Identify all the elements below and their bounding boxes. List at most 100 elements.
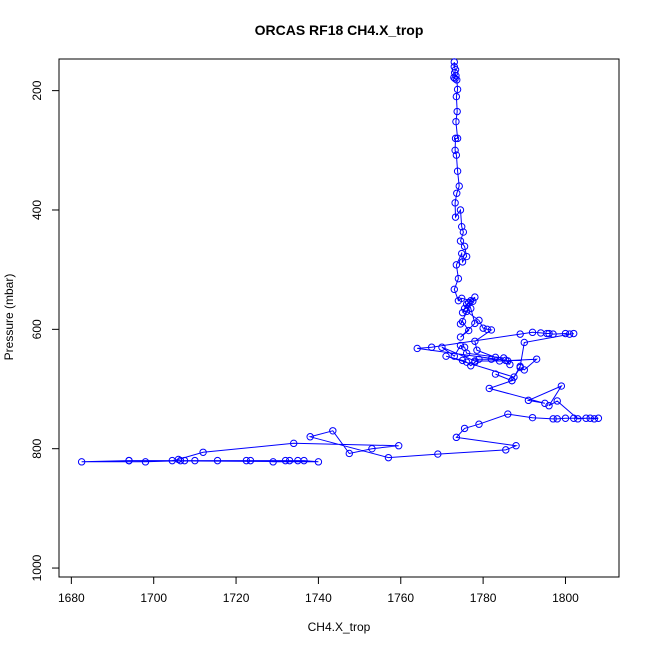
data-point [281,456,290,465]
data-point [574,415,582,423]
data-point [450,352,458,360]
data-point [453,134,462,143]
data-point [545,402,553,410]
data-point [345,449,353,458]
data-point [487,355,496,363]
data-point [512,442,520,450]
data-point [465,326,473,335]
data-point [473,346,481,354]
data-point [475,420,483,428]
data-point [452,433,461,442]
data-point [459,228,468,236]
data-point [458,258,467,266]
data-point [458,294,466,303]
data-point [451,134,460,143]
data-point [485,384,493,393]
y-tick-label: 200 [30,80,44,100]
data-point [561,329,570,338]
y-axis: 200 400 600 800 1000 [30,80,59,581]
data-point [524,396,533,405]
data-point [168,456,176,465]
data-point [269,458,277,466]
data-point [451,146,459,155]
data-point [465,298,473,307]
x-tick-label: 1760 [387,591,414,605]
data-point [570,329,578,338]
data-point [487,326,496,334]
data-point [520,338,528,347]
series-layer [77,58,603,466]
data-point [460,424,469,433]
data-point [285,456,294,465]
y-tick-label: 400 [30,200,44,220]
x-tick-label: 1680 [58,591,85,605]
data-point [594,414,603,422]
data-point [570,414,578,422]
data-point [586,414,594,422]
data-point [553,397,561,405]
y-tick-label: 600 [30,319,44,339]
data-point [475,355,483,363]
data-point [516,330,524,338]
data-point [456,206,465,214]
data-point [565,330,574,338]
data-point [458,356,467,365]
data-point [557,382,566,390]
data-point [532,355,541,363]
data-point [395,442,403,450]
data-point [520,366,528,374]
data-point [456,320,465,328]
data-point [191,456,199,465]
data-point [582,414,590,422]
data-point [199,448,207,456]
data-point [454,274,463,283]
y-tick-label: 1000 [30,554,44,581]
data-point [479,324,487,332]
data-point [141,458,150,466]
data-point [458,249,466,258]
data-point [213,456,222,465]
data-point [329,427,337,435]
data-point [545,329,553,338]
data-point [506,360,514,369]
data-point [453,76,461,84]
data-point [246,456,255,465]
data-point [483,325,491,334]
data-point [438,343,446,351]
data-point [384,453,393,462]
x-tick-label: 1700 [140,591,167,605]
data-point [502,446,510,454]
data-point [300,456,308,465]
x-tick-label: 1740 [305,591,332,605]
data-point [549,330,557,338]
data-point [460,242,469,251]
data-point [458,308,467,317]
data-point [427,343,436,351]
data-point [453,189,461,197]
data-point [471,337,479,345]
data-point [590,415,598,423]
data-point [314,458,323,466]
data-point [242,456,251,465]
data-point [549,415,557,423]
data-point [290,439,298,448]
data-point [452,151,461,159]
data-point [452,72,460,80]
data-point [510,373,518,381]
x-tick-label: 1780 [470,591,497,605]
data-point [450,58,458,66]
data-point [495,357,504,365]
data-point [125,456,133,465]
x-tick-label: 1800 [552,591,579,605]
data-point [460,343,469,351]
x-tick-label: 1720 [223,591,250,605]
data-point [442,352,450,360]
data-point [504,410,512,418]
data-point [434,450,442,458]
data-point [306,433,314,441]
x-axis: 1680 1700 1720 1740 1760 1780 1800 [58,577,579,605]
data-point [455,182,463,190]
data-point [453,167,462,175]
data-point [528,328,537,337]
